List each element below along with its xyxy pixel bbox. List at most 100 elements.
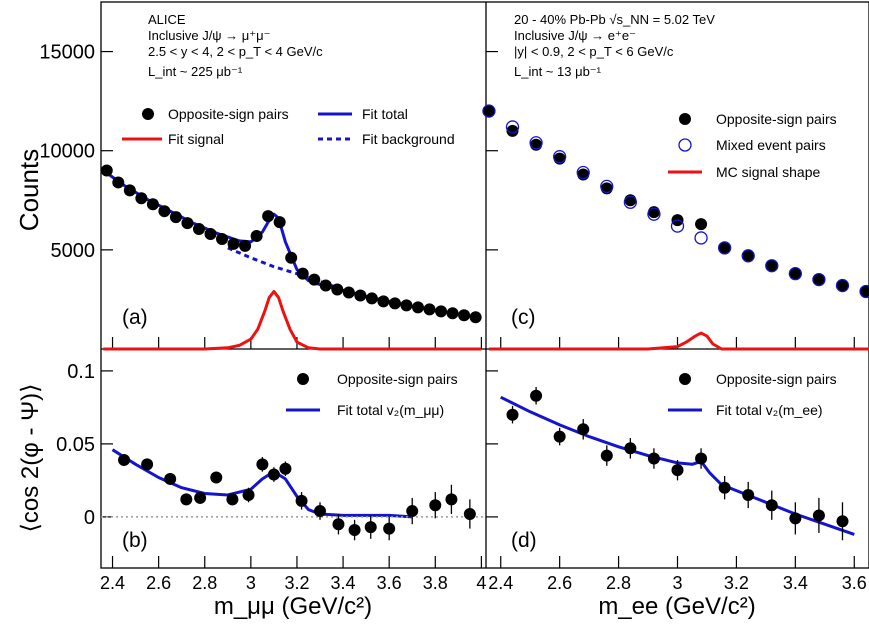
c-mixed-point <box>600 179 614 194</box>
legend-b-label-data: Opposite-sign pairs <box>337 371 458 387</box>
panel-label-b: (b) <box>122 529 148 552</box>
d-data-point <box>765 499 778 512</box>
b-data-point <box>314 505 327 518</box>
a-data-point <box>296 267 309 280</box>
d-data-point <box>742 489 755 501</box>
a-data-point <box>319 279 332 292</box>
d-data-point <box>836 515 849 528</box>
b-data-point <box>210 471 223 484</box>
a-data-point <box>446 307 459 320</box>
d-data-point <box>506 408 519 421</box>
panel-b: (b) Opposite-sign pairs Fit total v₂(m_μ… <box>122 371 458 552</box>
b-data-point <box>256 458 269 471</box>
legend-d-label-data: Opposite-sign pairs <box>716 371 837 387</box>
x-tick-label-b: 2.6 <box>146 573 171 593</box>
legend-c-marker-mixed <box>678 138 692 152</box>
chart-marks: 5000 10000 15000 0 0.05 0.1 2.4 2.6 2.8 3 3.2 3.4 3.… <box>39 42 869 593</box>
a-data-point <box>273 216 286 229</box>
a-data-point <box>411 301 424 314</box>
panel-label-c: (c) <box>511 306 536 329</box>
c-mixed-point <box>647 207 661 221</box>
a-fit-signal-line <box>103 290 482 351</box>
y-tick-label-b: 0 <box>84 507 95 529</box>
legend-c-label-signal: MC signal shape <box>716 164 820 180</box>
c-mc-signal-shape-line <box>488 331 869 351</box>
x-axis-title-right: m_ee (GeV/c²) <box>598 593 755 620</box>
legend-a-label-background: Fit background <box>362 131 455 147</box>
d-data-point <box>718 481 731 494</box>
c-mixed-point <box>859 284 869 299</box>
c-data-point <box>742 249 755 262</box>
legend-a-label-fit-total: Fit total <box>362 106 408 122</box>
c-data-point <box>836 279 849 292</box>
x-tick-label-d: 3 <box>672 573 682 593</box>
c-data-point <box>860 285 869 298</box>
x-tick-label-d: 3.6 <box>842 573 867 593</box>
a-data-point <box>227 237 240 250</box>
legend-c: Opposite-sign pairs Mixed event pairs MC… <box>668 111 837 180</box>
c-mixed-point <box>670 219 685 233</box>
a-data-point <box>123 184 136 197</box>
x-tick-label-d: 2.4 <box>488 573 513 593</box>
a-data-point <box>192 223 205 236</box>
c-mixed-point <box>623 195 638 209</box>
b-data-point <box>180 493 193 506</box>
panel-label-d: (d) <box>511 529 537 552</box>
legend-b: Opposite-sign pairs Fit total v₂(m_μμ) <box>286 371 458 418</box>
a-data-point <box>169 211 182 224</box>
x-tick-label-b: 3.4 <box>331 573 356 593</box>
legend-c-label-data: Opposite-sign pairs <box>716 111 837 127</box>
d-data-point <box>671 464 684 477</box>
a-data-point <box>181 217 194 230</box>
d-data-point <box>789 512 802 525</box>
legend-d-label-fit: Fit total v₂(m_ee) <box>716 402 823 418</box>
b-data-point <box>383 522 396 535</box>
b-data-point <box>295 494 308 507</box>
header-a-3: L_int ~ 225 μb⁻¹ <box>148 64 243 79</box>
c-data-point <box>765 259 778 272</box>
panel-c: (c) 20 - 40% Pb-Pb √s_NN = 5.02 TeV Incl… <box>511 12 837 329</box>
c-mixed-point <box>505 120 520 134</box>
d-data-point <box>624 442 637 455</box>
d-data-point <box>530 389 543 402</box>
x-tick-label-d: 3.2 <box>724 573 749 593</box>
c-mixed-point <box>717 241 732 255</box>
x-tick-label-d: 3.4 <box>783 573 808 593</box>
legend-a-label-signal: Fit signal <box>168 131 224 147</box>
c-mixed-point <box>835 278 850 293</box>
y-tick-label-a: 15000 <box>39 42 95 64</box>
c-data-point <box>695 218 708 231</box>
header-c-2: |y| < 0.9, 2 < p_T < 6 GeV/c <box>514 44 674 59</box>
a-data-point <box>146 198 159 211</box>
y-tick-label-b: 0.05 <box>56 434 95 456</box>
d-data-point <box>600 449 613 462</box>
a-data-point <box>204 227 217 240</box>
x-tick-label-d: 2.8 <box>606 573 631 593</box>
a-data-point <box>262 210 275 223</box>
b-data-point <box>348 524 361 537</box>
header-a-0: ALICE <box>148 12 186 27</box>
header-a-2: 2.5 < y < 4, 2 < p_T < 4 GeV/c <box>148 44 323 59</box>
b-data-point <box>364 521 377 534</box>
legend-c-marker-data <box>679 113 691 125</box>
outer-frame <box>100 1 869 569</box>
legend-c-label-mixed: Mixed event pairs <box>716 137 826 153</box>
a-data-point <box>239 239 252 252</box>
x-tick-label-b: 3.6 <box>377 573 402 593</box>
a-data-point <box>135 192 148 205</box>
a-data-point <box>423 303 436 316</box>
header-c-0: 20 - 40% Pb-Pb √s_NN = 5.02 TeV <box>514 12 715 27</box>
b-data-point <box>226 493 239 506</box>
b-data-point <box>332 518 345 531</box>
x-tick-label-b: 3 <box>246 573 256 593</box>
legend-d: Opposite-sign pairs Fit total v₂(m_ee) <box>668 371 837 418</box>
c-data-point <box>718 241 731 254</box>
a-data-point <box>388 297 401 310</box>
y-tick-label-a: 5000 <box>51 240 96 262</box>
a-data-point <box>342 286 355 299</box>
b-data-point <box>406 505 419 518</box>
x-tick-label-b: 3.8 <box>423 573 448 593</box>
b-data-point <box>164 472 177 485</box>
b-data-point <box>463 507 476 520</box>
